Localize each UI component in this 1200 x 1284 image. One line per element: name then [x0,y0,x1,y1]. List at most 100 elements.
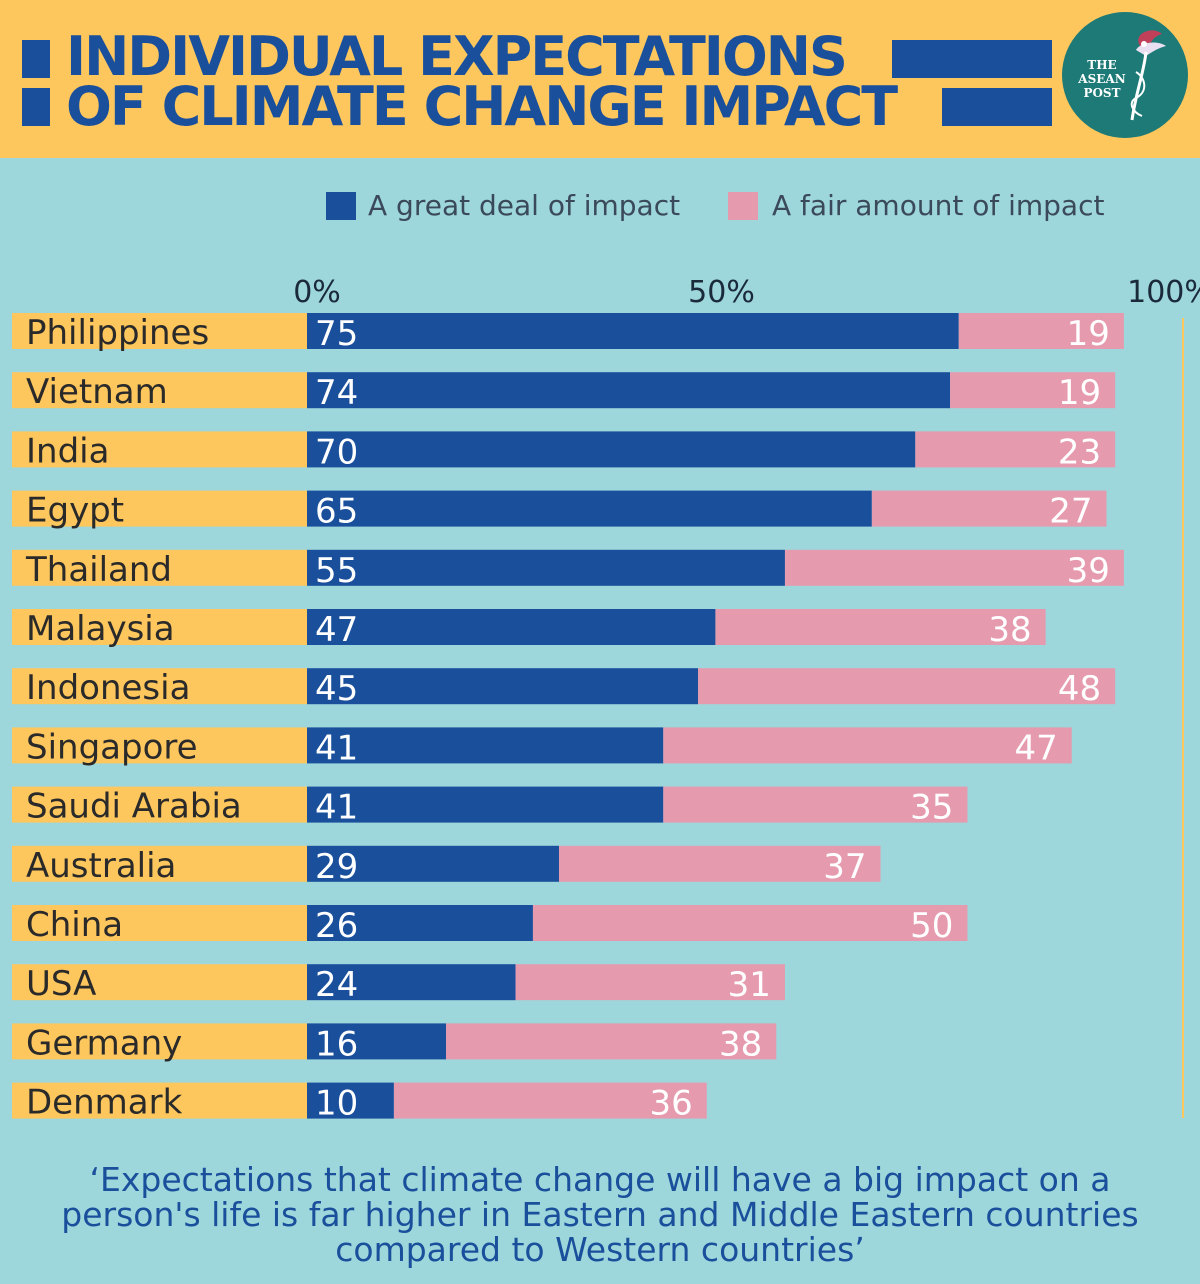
country-label-strip [12,549,307,586]
bar-great-deal [307,727,664,764]
country-label: Singapore [26,727,198,767]
bar-great-deal [307,549,785,586]
value-label-great-deal: 24 [315,965,358,1005]
bar-fair-amount [393,1082,707,1119]
value-label-great-deal: 55 [315,551,358,591]
country-label-strip [12,372,307,409]
bar-fair-amount [784,549,1124,586]
bar-fair-amount [915,431,1116,468]
country-label: Egypt [26,491,124,531]
value-label-great-deal: 10 [315,1084,358,1124]
value-label-great-deal: 70 [315,432,358,472]
bar-fair-amount [958,313,1124,349]
value-label-great-deal: 29 [315,847,358,887]
country-label-strip [12,905,307,941]
title-decoration-bar [22,40,50,78]
title-decoration-bar [892,40,1052,78]
bar-fair-amount [698,668,1116,705]
value-label-great-deal: 16 [315,1024,358,1064]
country-label-strip [12,727,307,764]
stacked-bar-chart: 0% 50% 100% Philippines 75 19 Vietnam 74 19 India… [12,275,1200,1124]
country-label-strip [12,609,307,645]
value-label-great-deal: 41 [315,788,358,828]
legend-swatch-fair-amount [728,192,758,220]
value-label-fair-amount: 37 [823,847,866,887]
country-label: China [26,905,123,945]
bar-fair-amount [559,845,881,882]
bar-fair-amount [950,372,1116,409]
bar-fair-amount [663,786,968,823]
value-label-great-deal: 65 [315,492,358,532]
bar-great-deal [307,905,533,941]
country-label: USA [26,964,96,1004]
footnote-quote: ‘Expectations that climate change will h… [61,1160,1139,1269]
value-label-fair-amount: 36 [649,1084,692,1124]
title-decoration-bar [22,88,50,126]
header-banner: INDIVIDUAL EXPECTATIONS OF CLIMATE CHANG… [0,0,1200,158]
bar-great-deal [307,372,951,409]
value-label-great-deal: 26 [315,906,358,946]
hummingbird-icon [1130,30,1166,121]
value-label-great-deal: 75 [315,314,358,354]
bar-great-deal [307,609,716,645]
legend-label-great-deal: A great deal of impact [368,189,681,222]
value-label-fair-amount: 48 [1058,669,1101,709]
bar-great-deal [307,1023,447,1060]
value-label-fair-amount: 47 [1014,728,1057,768]
bar-fair-amount [446,1023,777,1060]
value-label-fair-amount: 39 [1067,551,1110,591]
value-label-fair-amount: 31 [728,965,771,1005]
country-label-strip [12,313,307,349]
value-label-fair-amount: 38 [988,610,1031,650]
country-label-strip [12,490,307,527]
country-label-strip [12,786,307,823]
country-label: Germany [26,1023,182,1063]
bar-fair-amount [515,964,785,1001]
country-label-strip [12,1023,307,1060]
bar-great-deal [307,1082,394,1119]
country-label-strip [12,668,307,705]
bar-great-deal [307,313,959,349]
value-label-fair-amount: 50 [910,906,953,946]
value-label-fair-amount: 19 [1067,314,1110,354]
value-label-fair-amount: 23 [1058,432,1101,472]
chart-title-line-2: OF CLIMATE CHANGE IMPACT [66,75,898,138]
bar-great-deal [307,490,872,527]
country-label: Australia [26,846,176,886]
x-axis-tick-label: 100% [1127,275,1200,310]
country-label: Thailand [25,550,172,590]
country-label-strip [12,1082,307,1119]
x-axis-tick-label: 0% [293,275,341,310]
bar-fair-amount [663,727,1072,764]
chart-title-line-1: INDIVIDUAL EXPECTATIONS [66,25,848,88]
bar-great-deal [307,845,560,882]
country-label: Vietnam [26,372,168,412]
country-label: Philippines [26,313,209,353]
bar-great-deal [307,668,699,705]
bar-fair-amount [532,905,968,941]
country-label: Saudi Arabia [26,787,242,827]
country-label: Indonesia [26,668,190,708]
bar-great-deal [307,431,916,468]
bar-fair-amount [715,609,1046,645]
value-label-fair-amount: 35 [910,788,953,828]
legend-swatch-great-deal [326,192,356,220]
logo-text: THE ASEAN POST [1078,58,1126,100]
the-asean-post-logo: THE ASEAN POST [1062,12,1188,138]
legend-label-fair-amount: A fair amount of impact [772,189,1105,222]
country-label: India [26,431,109,471]
country-label: Denmark [26,1083,183,1123]
title-decoration-bar [942,88,1052,126]
value-label-great-deal: 45 [315,669,358,709]
country-label: Malaysia [26,609,175,649]
bar-great-deal [307,786,664,823]
value-label-fair-amount: 19 [1058,373,1101,413]
country-label-strip [12,845,307,882]
value-label-great-deal: 47 [315,610,358,650]
value-label-great-deal: 74 [315,373,358,413]
country-label-strip [12,431,307,468]
bar-great-deal [307,964,516,1001]
x-axis-tick-label: 50% [688,275,755,310]
value-label-fair-amount: 27 [1049,492,1092,532]
country-label-strip [12,964,307,1001]
